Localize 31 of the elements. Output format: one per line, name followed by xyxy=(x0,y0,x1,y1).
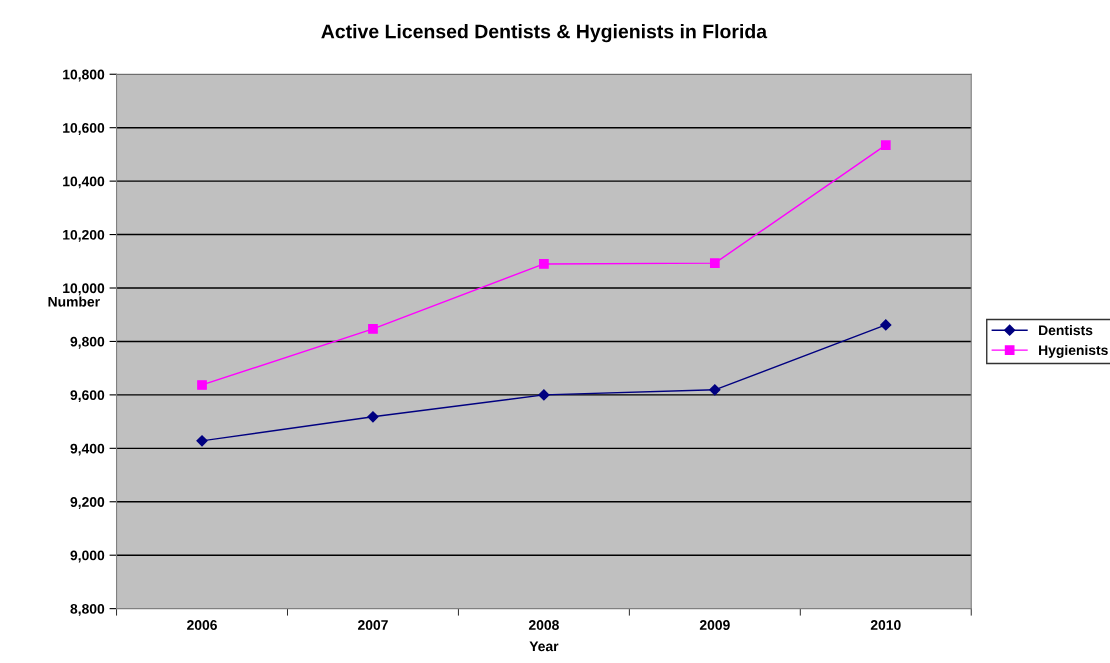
x-axis-title: Year xyxy=(529,641,559,652)
point xyxy=(709,258,720,269)
point xyxy=(880,319,892,331)
y-tick-label: 10,000 xyxy=(63,283,105,296)
y-tick-label: 8,800 xyxy=(70,603,105,616)
point xyxy=(709,384,721,396)
point xyxy=(538,389,550,401)
y-tick-label: 9,200 xyxy=(70,497,105,509)
x-tick-label: 2010 xyxy=(870,620,901,630)
y-tick-label: 10,200 xyxy=(63,229,105,242)
y-tick-label: 10,800 xyxy=(63,69,105,82)
y-tick-label: 9,000 xyxy=(70,550,105,563)
x-tick-label: 2007 xyxy=(357,620,388,630)
point xyxy=(368,324,378,334)
point xyxy=(539,259,549,269)
x-tick-label: 2008 xyxy=(528,620,559,630)
x-tick-label: 2006 xyxy=(187,620,217,630)
y-tick-label: 9,600 xyxy=(70,390,105,403)
y-tick-label: 10,600 xyxy=(63,123,105,135)
point xyxy=(880,140,891,150)
y-tick-label: 9,400 xyxy=(70,443,105,456)
legend-label: Dentists xyxy=(1039,325,1093,336)
y-axis-title: Number xyxy=(48,296,100,307)
point xyxy=(367,411,379,423)
x-tick-label: 2009 xyxy=(699,620,730,630)
chart-title: Active Licensed Dentists & Hygienists in Florida xyxy=(321,24,768,43)
y-tick-label: 10,400 xyxy=(63,176,105,189)
point xyxy=(196,435,208,447)
y-tick-label: 9,800 xyxy=(70,336,105,349)
legend-label: Hygienists xyxy=(1039,344,1108,358)
point xyxy=(197,380,207,390)
